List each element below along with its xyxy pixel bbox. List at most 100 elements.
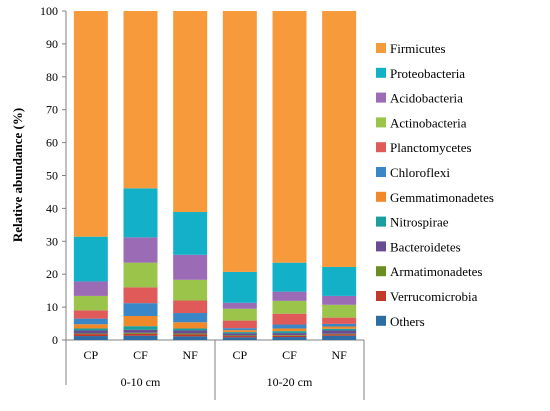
legend-swatch-actinobacteria <box>376 117 386 128</box>
legend-label-gemmatimonadetes: Gemmatimonadetes <box>390 190 494 205</box>
y-tick-label: 70 <box>46 103 58 117</box>
legend-label-chloroflexi: Chloroflexi <box>390 165 450 180</box>
bar-segment-firmicutes <box>173 11 208 213</box>
bar-segment-actinobacteria <box>272 300 307 314</box>
x-axis-labels: CP CF NF CP CF NF 0-10 cm 10-20 cm <box>83 348 347 389</box>
bar-segment-armatimonadetes <box>272 335 307 336</box>
bar-segment-nitrospirae <box>123 326 158 330</box>
bar-segment-armatimonadetes <box>173 333 208 335</box>
y-tick-label: 80 <box>46 70 58 84</box>
axes: 0 10 20 30 40 50 60 70 80 90 100 <box>40 4 365 400</box>
bar-segment-verrucomicrobia <box>73 334 108 337</box>
bar-segment-armatimonadetes <box>322 333 357 335</box>
y-tick-label: 20 <box>46 267 58 281</box>
bar-segment-actinobacteria <box>73 295 108 311</box>
bar-segment-acidobacteria <box>73 281 108 296</box>
bar-segment-others <box>123 335 158 340</box>
bar-segment-actinobacteria <box>322 304 357 318</box>
x-tick-label: NF <box>182 348 198 362</box>
bar-segment-planctomycetes <box>123 287 158 304</box>
bar-segment-planctomycetes <box>222 320 257 329</box>
legend-swatch-proteobacteria <box>376 67 386 78</box>
bar-segment-gemmatimonadetes <box>272 328 307 332</box>
bar-segment-gemmatimonadetes <box>73 324 108 329</box>
bar-segment-nitrospirae <box>322 328 357 331</box>
bar-segment-planctomycetes <box>272 313 307 325</box>
legend-label-planctomycetes: Planctomycetes <box>390 140 472 155</box>
legend-swatch-bacteroidetes <box>376 241 386 252</box>
group-label: 10-20 cm <box>267 375 313 389</box>
bar-segment-firmicutes <box>222 11 257 272</box>
bar-segment-verrucomicrobia <box>173 334 208 337</box>
bar-segment-gemmatimonadetes <box>173 322 208 329</box>
bar-segment-chloroflexi <box>272 324 307 329</box>
bar-segment-nitrospirae <box>73 328 108 331</box>
bar-segment-bacteroidetes <box>123 329 158 333</box>
bar-segment-firmicutes <box>272 11 307 263</box>
bar-segment-nitrospirae <box>222 332 257 334</box>
x-tick-label: CP <box>83 348 98 362</box>
bar-segment-acidobacteria <box>123 237 158 263</box>
bar-segment-verrucomicrobia <box>322 334 357 336</box>
bar-segment-proteobacteria <box>272 262 307 292</box>
bar-segment-firmicutes <box>322 11 357 267</box>
bar-segment-proteobacteria <box>173 212 208 255</box>
bar-segment-proteobacteria <box>222 271 257 303</box>
bars <box>73 11 357 340</box>
bar-segment-others <box>173 336 208 340</box>
group-label: 0-10 cm <box>121 375 161 389</box>
y-tick-label: 0 <box>52 333 58 347</box>
legend-swatch-verrucomicrobia <box>376 291 386 301</box>
bar-segment-others <box>222 337 257 340</box>
bar-segment-acidobacteria <box>272 291 307 301</box>
legend-label-acidobacteria: Acidobacteria <box>390 91 463 106</box>
bar-segment-proteobacteria <box>123 188 158 238</box>
y-tick-label: 50 <box>46 169 58 183</box>
x-tick-label: NF <box>331 348 347 362</box>
bar-segment-nitrospirae <box>173 328 208 331</box>
bar-segment-chloroflexi <box>322 323 357 327</box>
legend-swatch-armatimonadetes <box>376 266 386 277</box>
bar-segment-verrucomicrobia <box>222 336 257 338</box>
bar-segment-bacteroidetes <box>173 330 208 334</box>
legend-label-firmicutes: Firmicutes <box>390 41 446 56</box>
bar-segment-gemmatimonadetes <box>123 315 158 327</box>
bar-segment-actinobacteria <box>222 308 257 321</box>
legend: Firmicutes Proteobacteria Acidobacteria Act… <box>376 41 494 329</box>
bar-segment-firmicutes <box>123 11 158 189</box>
bar-segment-armatimonadetes <box>123 332 158 334</box>
bar-segment-actinobacteria <box>173 279 208 301</box>
bar-segment-others <box>73 336 108 340</box>
bar-segment-bacteroidetes <box>322 330 357 334</box>
y-tick-label: 100 <box>40 4 58 18</box>
bar-segment-others <box>322 335 357 340</box>
x-tick-label: CP <box>232 348 247 362</box>
legend-swatch-others <box>376 315 386 326</box>
bar-segment-firmicutes <box>73 11 108 237</box>
bar-segment-armatimonadetes <box>73 333 108 335</box>
y-tick-label: 40 <box>46 201 58 215</box>
legend-swatch-planctomycetes <box>376 142 386 153</box>
y-axis-title: Relative abundance (%) <box>10 108 25 242</box>
bar-segment-gemmatimonadetes <box>222 330 257 333</box>
bar-segment-chloroflexi <box>222 328 257 331</box>
bar-segment-acidobacteria <box>173 254 208 280</box>
bar-segment-planctomycetes <box>173 300 208 314</box>
legend-label-armatimonadetes: Armatimonadetes <box>390 264 482 279</box>
legend-label-bacteroidetes: Bacteroidetes <box>390 239 461 254</box>
bar-segment-planctomycetes <box>73 310 108 319</box>
legend-label-nitrospirae: Nitrospirae <box>390 215 449 230</box>
legend-swatch-gemmatimonadetes <box>376 191 386 202</box>
bar-segment-bacteroidetes <box>272 333 307 336</box>
bar-segment-chloroflexi <box>123 303 158 316</box>
legend-swatch-nitrospirae <box>376 216 386 227</box>
bar-segment-acidobacteria <box>222 302 257 309</box>
bar-segment-nitrospirae <box>272 331 307 334</box>
bar-segment-planctomycetes <box>322 317 357 324</box>
legend-swatch-chloroflexi <box>376 167 386 177</box>
legend-label-verrucomicrobia: Verrucomicrobia <box>390 289 478 304</box>
y-tick-label: 10 <box>46 300 58 314</box>
bar-segment-proteobacteria <box>322 266 357 296</box>
